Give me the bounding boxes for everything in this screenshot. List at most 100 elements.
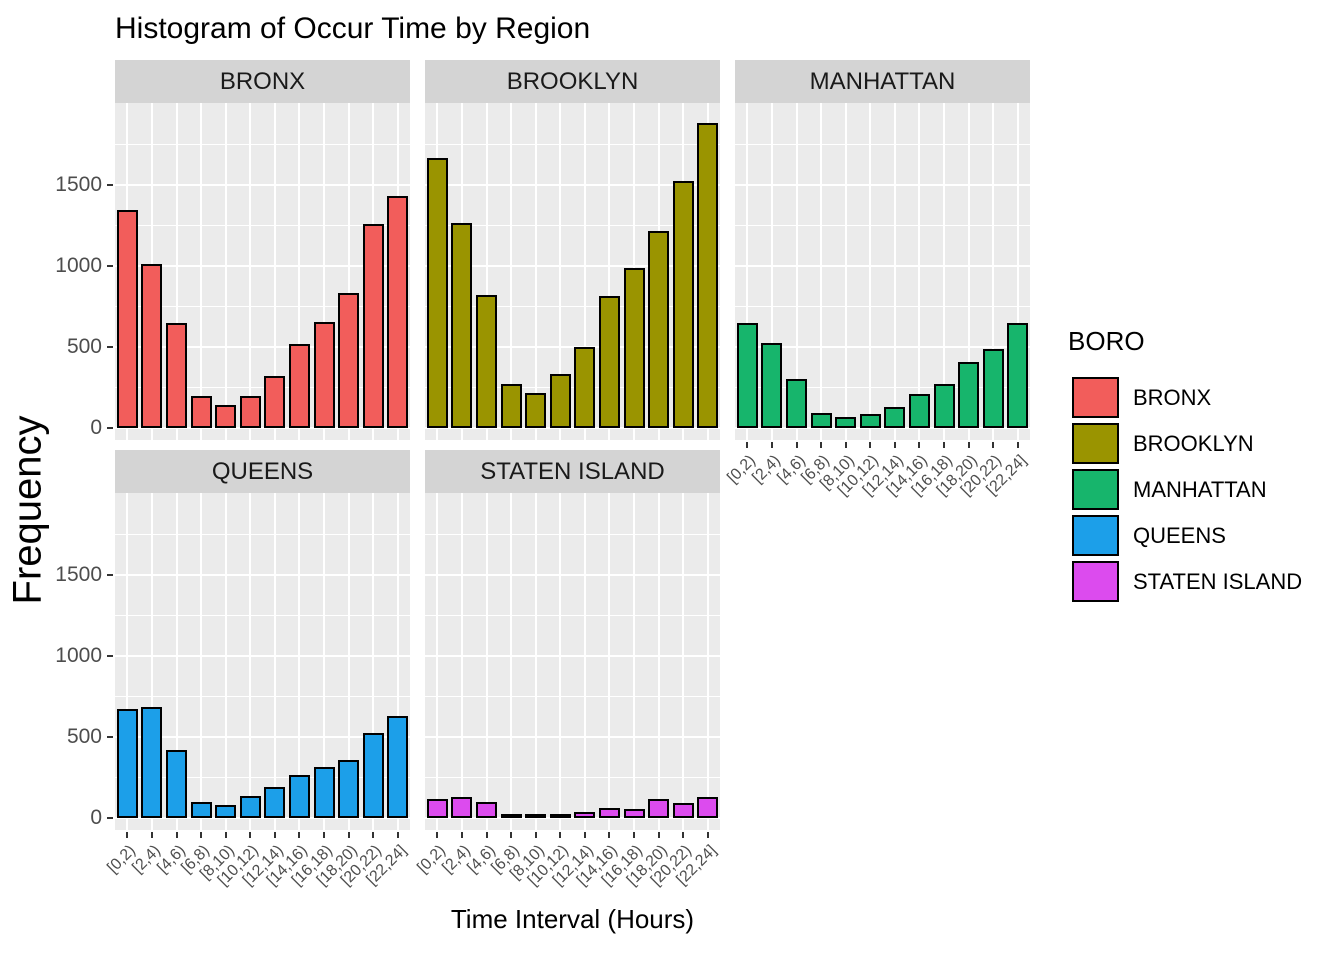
y-tick-mark	[107, 265, 113, 267]
x-tick-mark	[869, 442, 872, 448]
x-tick-mark	[485, 832, 488, 838]
gridline-vertical	[298, 103, 301, 440]
gridline-vertical	[224, 103, 227, 440]
x-tick-mark	[534, 832, 537, 838]
x-tick-mark	[298, 832, 301, 838]
gridline-vertical	[347, 493, 350, 830]
gridline-minor	[425, 306, 720, 307]
gridline-minor	[425, 534, 720, 535]
gridline-major	[735, 265, 1030, 267]
histogram-bar-queens-11	[387, 716, 409, 818]
histogram-bar-bronx-11	[387, 196, 409, 428]
gridline-minor	[425, 387, 720, 388]
gridline-major	[425, 817, 720, 819]
legend-label-queens: QUEENS	[1133, 522, 1226, 548]
gridline-vertical	[918, 103, 921, 440]
gridline-vertical	[608, 493, 611, 830]
y-tick-mark	[107, 184, 113, 186]
histogram-bar-brooklyn-10	[672, 181, 694, 428]
facet-panel-queens	[115, 493, 410, 830]
x-axis-title: Time Interval (Hours)	[450, 904, 695, 934]
x-tick-mark	[795, 442, 798, 448]
facet-panel-manhattan	[735, 103, 1030, 440]
histogram-bar-brooklyn-2	[476, 295, 497, 428]
x-tick-mark	[1016, 442, 1019, 448]
histogram-bar-manhattan-10	[982, 349, 1004, 428]
x-tick-mark	[249, 832, 252, 838]
gridline-major	[115, 184, 410, 186]
gridline-major	[425, 736, 720, 738]
histogram-bar-manhattan-0	[736, 323, 758, 428]
legend-swatch-queens	[1072, 515, 1119, 556]
histogram-bar-bronx-9	[338, 293, 359, 428]
gridline-vertical	[559, 103, 562, 440]
histogram-bar-staten-island-0	[426, 799, 448, 818]
gridline-vertical	[943, 103, 945, 440]
gridline-minor	[115, 534, 410, 535]
histogram-bar-manhattan-9	[958, 362, 979, 428]
gridline-minor	[115, 306, 410, 307]
histogram-bar-queens-3	[190, 802, 212, 818]
gridline-minor	[115, 387, 410, 388]
gridline-minor	[735, 387, 1030, 388]
gridline-minor	[735, 144, 1030, 145]
histogram-bar-staten-island-9	[648, 799, 669, 818]
gridline-major	[115, 817, 410, 819]
gridline-vertical	[795, 103, 798, 440]
histogram-bar-queens-6	[264, 787, 286, 818]
x-tick-mark	[682, 832, 685, 838]
gridline-vertical	[583, 493, 586, 830]
gridline-vertical	[706, 493, 709, 830]
gridline-vertical	[657, 493, 660, 830]
facet-panel-bronx	[115, 103, 410, 440]
gridline-vertical	[323, 493, 325, 830]
y-tick-label: 1500	[55, 173, 102, 196]
x-tick-mark	[706, 832, 709, 838]
gridline-vertical	[396, 493, 399, 830]
gridline-major	[425, 574, 720, 576]
histogram-bar-bronx-7	[288, 344, 310, 428]
gridline-minor	[425, 225, 720, 226]
y-tick-label: 1500	[55, 563, 102, 586]
legend-swatch-staten-island	[1072, 561, 1119, 602]
legend-swatch-manhattan	[1072, 469, 1119, 510]
histogram-bar-manhattan-2	[786, 379, 807, 428]
gridline-vertical	[200, 493, 202, 830]
facet-panel-staten-island	[425, 493, 720, 830]
histogram-bar-brooklyn-3	[500, 384, 522, 428]
gridline-minor	[425, 615, 720, 616]
gridline-vertical	[224, 493, 227, 830]
gridline-major	[115, 427, 410, 429]
histogram-bar-bronx-2	[166, 323, 187, 428]
histogram-bar-queens-9	[338, 760, 359, 818]
facet-strip-manhattan: MANHATTAN	[735, 60, 1030, 103]
gridline-vertical	[249, 493, 252, 830]
x-tick-mark	[746, 442, 749, 448]
x-tick-mark	[559, 832, 562, 838]
y-tick-mark	[107, 346, 113, 348]
x-tick-mark	[510, 832, 512, 838]
histogram-bar-queens-2	[166, 750, 187, 818]
gridline-vertical	[633, 493, 635, 830]
legend-swatch-bronx	[1072, 377, 1119, 418]
legend-title: BORO	[1068, 326, 1145, 356]
legend-label-staten-island: STATEN ISLAND	[1133, 568, 1303, 594]
gridline-major	[115, 265, 410, 267]
histogram-bar-brooklyn-6	[574, 347, 596, 428]
gridline-major	[115, 346, 410, 348]
facet-strip-bronx: BRONX	[115, 60, 410, 103]
histogram-bar-bronx-3	[190, 396, 212, 428]
gridline-vertical	[249, 103, 252, 440]
histogram-bar-staten-island-4	[525, 814, 547, 818]
x-tick-mark	[657, 832, 660, 838]
gridline-vertical	[770, 103, 773, 440]
facet-strip-staten-island: STATEN ISLAND	[425, 450, 720, 493]
histogram-bar-brooklyn-4	[525, 393, 547, 428]
gridline-vertical	[273, 493, 276, 830]
gridline-major	[425, 427, 720, 429]
histogram-bar-manhattan-1	[761, 343, 783, 428]
x-tick-mark	[943, 442, 945, 448]
gridline-vertical	[746, 103, 749, 440]
histogram-bar-manhattan-5	[859, 414, 881, 428]
gridline-minor	[115, 225, 410, 226]
